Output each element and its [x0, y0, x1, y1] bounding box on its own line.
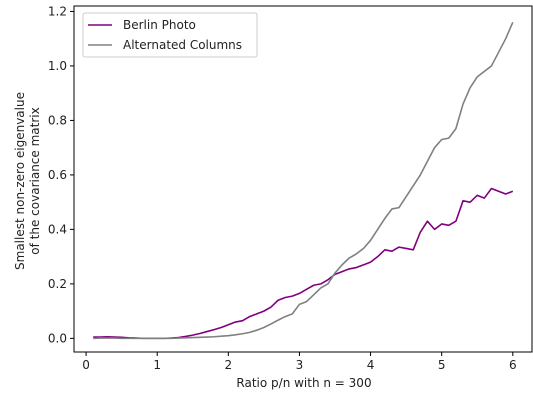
- y-tick-label: 0.4: [48, 222, 67, 236]
- y-tick-label: 1.0: [48, 59, 67, 73]
- legend: Berlin Photo Alternated Columns: [82, 12, 258, 58]
- y-tick-label: 0.6: [48, 168, 67, 182]
- y-tick-label: 0.2: [48, 277, 67, 291]
- x-tick-label: 1: [153, 358, 161, 372]
- series-line-alternated-columns: [93, 22, 514, 340]
- y-tick-label: 0.8: [48, 113, 67, 127]
- y-axis-label-line-1: Smallest non-zero eigenvalue: [13, 92, 27, 270]
- legend-frame: [82, 12, 258, 58]
- x-tick-label: 6: [509, 358, 517, 372]
- plot-frame: [73, 5, 533, 353]
- x-axis-label: Ratio p/n with n = 300: [236, 376, 371, 390]
- legend-label-berlin-photo: Berlin Photo: [123, 18, 196, 32]
- x-tick-label: 4: [367, 358, 375, 372]
- x-tick-label: 3: [296, 358, 304, 372]
- series-line-berlin-photo: [93, 187, 514, 340]
- y-tick-label: 0.0: [48, 331, 67, 345]
- x-tick-label: 0: [82, 358, 90, 372]
- y-tick-label: 1.2: [48, 4, 67, 18]
- axes: 0 1 2 3 4 5 6 0.0 0.2 0.4 0.6 0.8 1.0 1.2: [48, 4, 533, 372]
- plot-area: [93, 22, 514, 340]
- x-tick-label: 2: [225, 358, 233, 372]
- x-tick-label: 5: [438, 358, 446, 372]
- legend-label-alternated-columns: Alternated Columns: [123, 38, 242, 52]
- y-axis-label-line-2: of the covariance matrix: [28, 107, 42, 254]
